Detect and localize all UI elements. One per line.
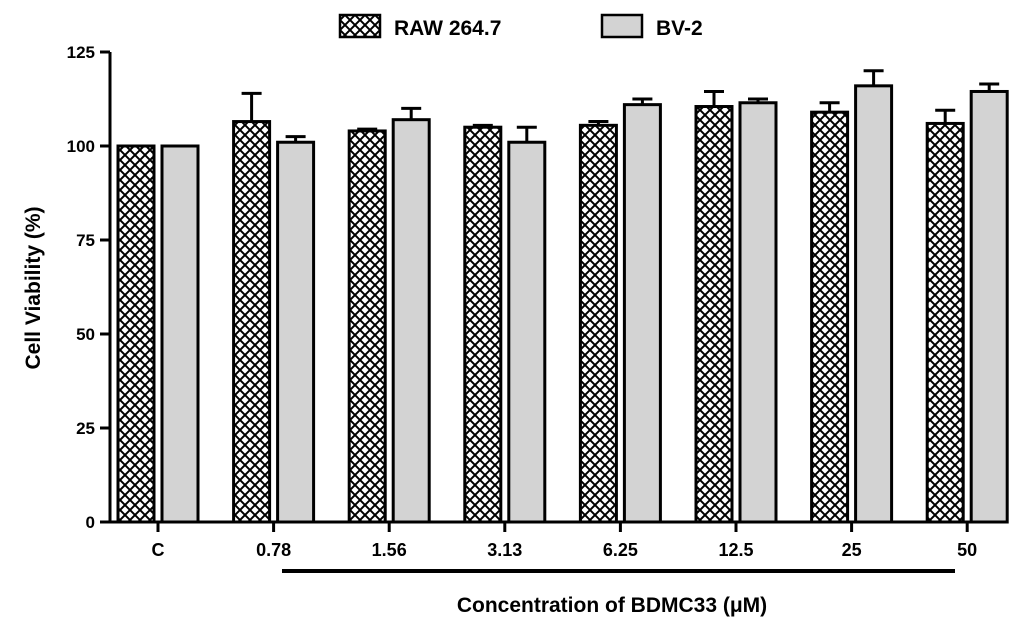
legend-label-bv2: BV-2 (656, 17, 703, 40)
x-tick-label: 1.56 (372, 540, 407, 560)
legend: RAW 264.7 BV-2 (338, 13, 703, 40)
x-tick-label: 12.5 (718, 540, 753, 560)
y-tick-label: 100 (67, 137, 95, 156)
x-tick-label: 0.78 (256, 540, 291, 560)
y-tick-label: 0 (86, 513, 95, 532)
y-axis: 0 25 50 75 100 125 (67, 43, 112, 532)
bar-raw-264-7 (116, 144, 156, 524)
x-axis-title: Concentration of BDMC33 (μM) (457, 594, 767, 617)
category-labels: C 0.78 1.56 3.13 6.25 12.5 25 50 (152, 540, 978, 560)
x-tick-label: 50 (957, 540, 977, 560)
bar-bv-2 (276, 140, 316, 524)
bar-raw-264-7 (694, 105, 734, 524)
bar-raw-264-7 (578, 123, 618, 524)
legend-swatch-raw (338, 13, 382, 39)
x-tick-label: 6.25 (603, 540, 638, 560)
y-tick-label: 50 (76, 325, 95, 344)
bar-raw-264-7 (347, 129, 387, 524)
y-tick-label: 75 (76, 231, 95, 250)
bar-bv-2 (969, 89, 1009, 524)
bar-bv-2 (738, 101, 778, 524)
bar-bv-2 (854, 84, 894, 524)
x-tick-label: C (152, 540, 165, 560)
legend-label-raw: RAW 264.7 (394, 17, 501, 40)
y-axis-title: Cell Viability (%) (22, 207, 45, 370)
bar-bv-2 (622, 103, 662, 524)
legend-swatch-bv2 (600, 13, 644, 39)
bar-bv-2 (160, 144, 200, 524)
bar-raw-264-7 (232, 120, 272, 524)
error-bars (241, 69, 1000, 143)
bars (116, 84, 1009, 524)
x-tick-label: 3.13 (487, 540, 522, 560)
x-tick-label: 25 (842, 540, 862, 560)
bar-bv-2 (391, 118, 431, 524)
y-tick-label: 125 (67, 43, 95, 62)
bar-bv-2 (507, 140, 547, 524)
bar-raw-264-7 (463, 125, 503, 524)
bar-raw-264-7 (810, 110, 850, 524)
y-tick-label: 25 (76, 419, 95, 438)
bar-raw-264-7 (925, 121, 965, 524)
